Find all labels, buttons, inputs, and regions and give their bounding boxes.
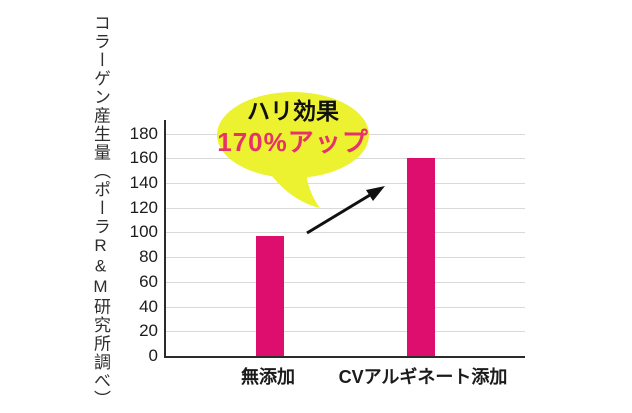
gridline <box>166 232 525 233</box>
gridline <box>166 183 525 184</box>
annotation-bubble-text: ハリ効果 170%アップ <box>217 96 369 159</box>
bar-cv-alginate <box>407 158 435 356</box>
arrow-line <box>306 193 371 235</box>
y-tick-label: 120 <box>129 197 158 217</box>
y-axis-title-part: R&M <box>91 236 110 298</box>
gridline <box>166 307 525 308</box>
y-tick-label: 160 <box>129 148 158 168</box>
arrow-head-icon <box>366 186 385 201</box>
y-axis-title: コラーゲン産生量（ポーラR&M研究所調べ） <box>91 14 110 410</box>
gridline <box>166 208 525 209</box>
x-label-mutenka: 無添加 <box>241 367 295 387</box>
gridline <box>166 158 525 159</box>
y-axis-title-part: コラーゲン産生量（ポーラ <box>91 14 110 236</box>
y-tick-label: 80 <box>139 247 158 267</box>
bubble-title: ハリ効果 <box>247 98 339 124</box>
gridline <box>166 257 525 258</box>
gridline <box>166 282 525 283</box>
y-axis-line <box>164 120 166 358</box>
y-tick-label: 60 <box>139 271 158 291</box>
y-tick-label: 40 <box>139 296 158 316</box>
y-tick-label: 0 <box>148 346 158 365</box>
x-axis-line <box>164 356 525 358</box>
y-tick-label: 180 <box>129 123 158 143</box>
speech-bubble-ellipse <box>217 92 369 178</box>
y-tick-label: 20 <box>139 321 158 341</box>
y-tick-label: 140 <box>129 172 158 192</box>
x-label-cv-alginate: CVアルギネート添加 <box>338 367 508 387</box>
y-axis-title-part: 研究所調べ） <box>91 297 110 409</box>
y-tick-label: 100 <box>129 222 158 242</box>
bar-mutenka <box>256 236 284 356</box>
bubble-percentage: 170%アップ <box>217 127 369 157</box>
gridline <box>166 134 525 135</box>
gridline <box>166 331 525 332</box>
